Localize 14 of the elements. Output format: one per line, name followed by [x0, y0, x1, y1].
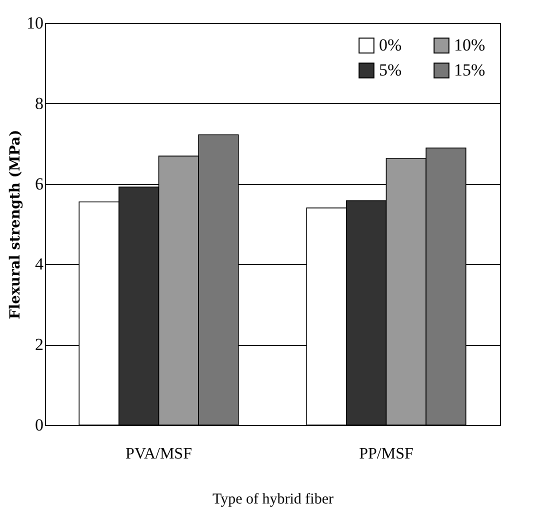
legend-label: 10%	[454, 36, 486, 55]
y-tick-label: 8	[35, 94, 44, 113]
x-tick-label: PP/MSF	[359, 446, 414, 462]
y-tick-label: 4	[35, 254, 44, 274]
x-tick-label: PVA/MSF	[126, 446, 192, 462]
y-tick-label: 2	[35, 335, 44, 354]
y-tick-label: 0	[35, 416, 44, 434]
legend-label: 0%	[379, 36, 402, 55]
y-tick-label: 6	[35, 174, 44, 194]
y-tick-label: 10	[26, 14, 44, 32]
legend-label: 5%	[379, 60, 402, 80]
legend-label: 15%	[454, 60, 486, 80]
y-axis-title: Flexural strength (MPa)	[8, 130, 24, 320]
x-axis-title: Type of hybrid fiber	[212, 492, 334, 508]
